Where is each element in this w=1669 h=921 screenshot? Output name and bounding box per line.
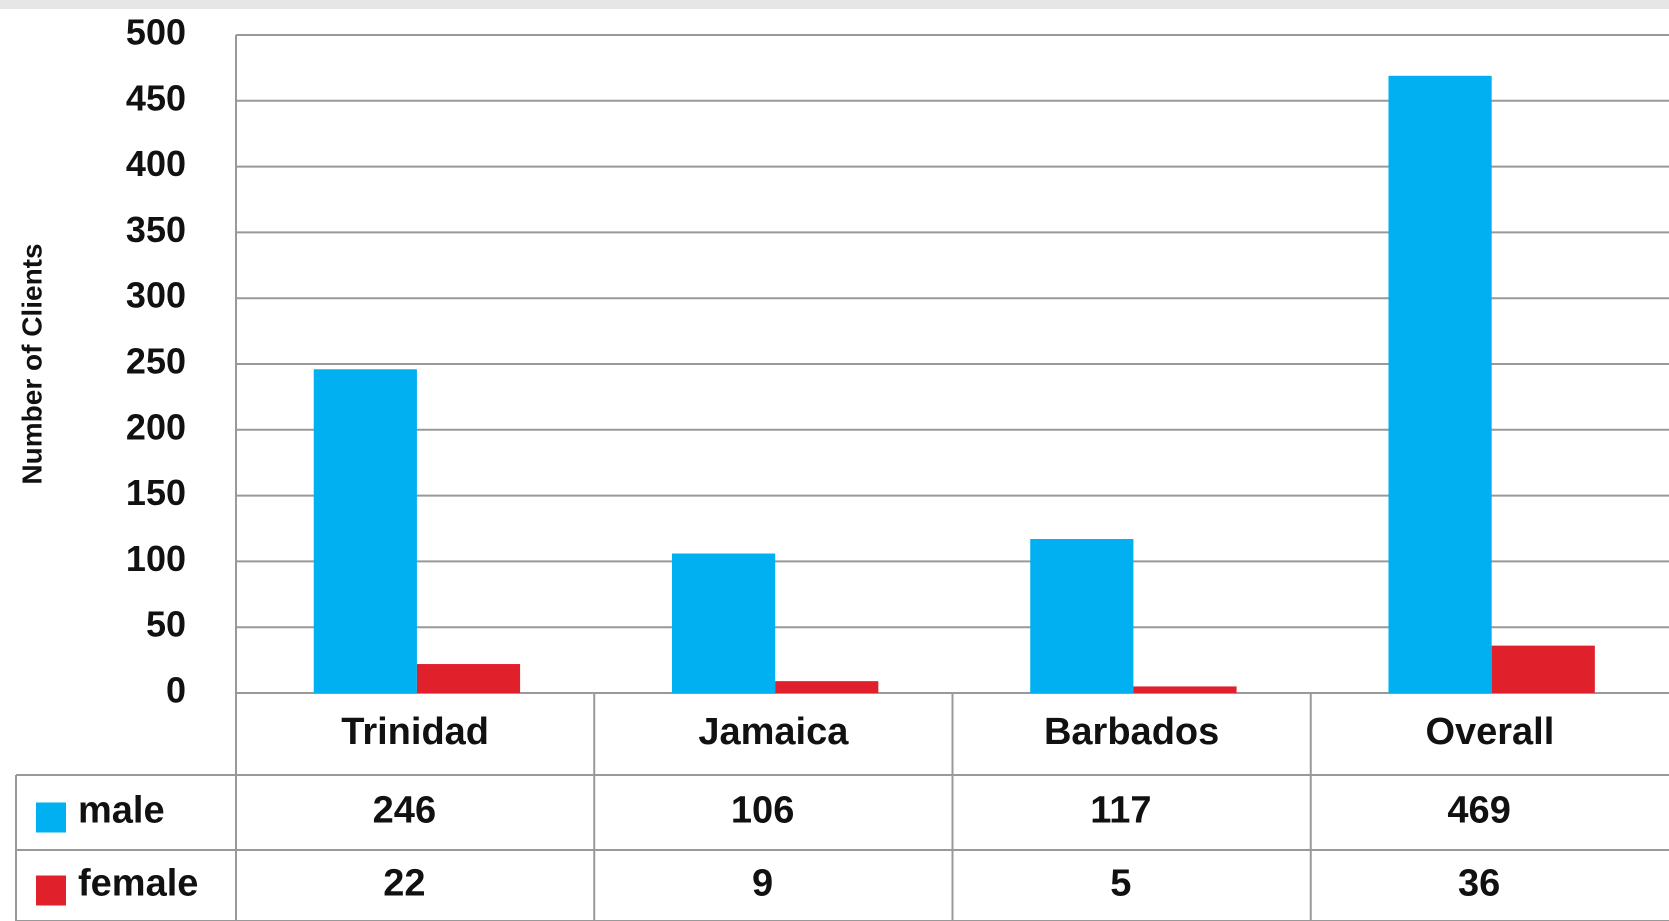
legend-swatch [36,802,66,833]
legend-swatch [36,875,66,906]
table-value: 5 [1110,863,1131,905]
legend-label: female [78,863,198,905]
bar [775,681,879,693]
y-tick-label: 250 [126,341,186,382]
y-tick-label: 450 [126,77,186,118]
top-band [0,0,1669,9]
y-tick-label: 500 [126,12,186,53]
y-tick-label: 400 [126,143,186,184]
table-value: 117 [1090,790,1151,832]
table-value: 469 [1447,790,1510,832]
y-tick-label: 200 [126,406,186,447]
y-tick-label: 350 [126,209,186,250]
bar [671,553,776,693]
bar [1133,686,1237,693]
x-tick-label: Barbados [1044,711,1219,753]
bar [313,369,417,693]
y-tick-label: 150 [126,472,186,513]
y-axis-label: Number of Clients [16,243,47,484]
x-tick-label: Overall [1425,711,1554,753]
table-value: 106 [731,790,794,832]
legend-label: male [78,790,165,832]
y-tick-label: 100 [126,538,186,579]
bar [1388,75,1492,693]
table-value: 246 [373,790,436,832]
bar [1030,539,1134,693]
y-tick-label: 0 [166,670,186,711]
x-tick-label: Jamaica [698,711,849,753]
y-tick-label: 300 [126,275,186,316]
y-tick-label: 50 [146,604,186,645]
table-value: 9 [752,863,773,905]
bar [416,664,521,693]
table-value: 36 [1458,863,1500,905]
x-tick-label: Trinidad [341,711,489,753]
table-value: 22 [383,863,425,905]
bar [1491,645,1595,693]
